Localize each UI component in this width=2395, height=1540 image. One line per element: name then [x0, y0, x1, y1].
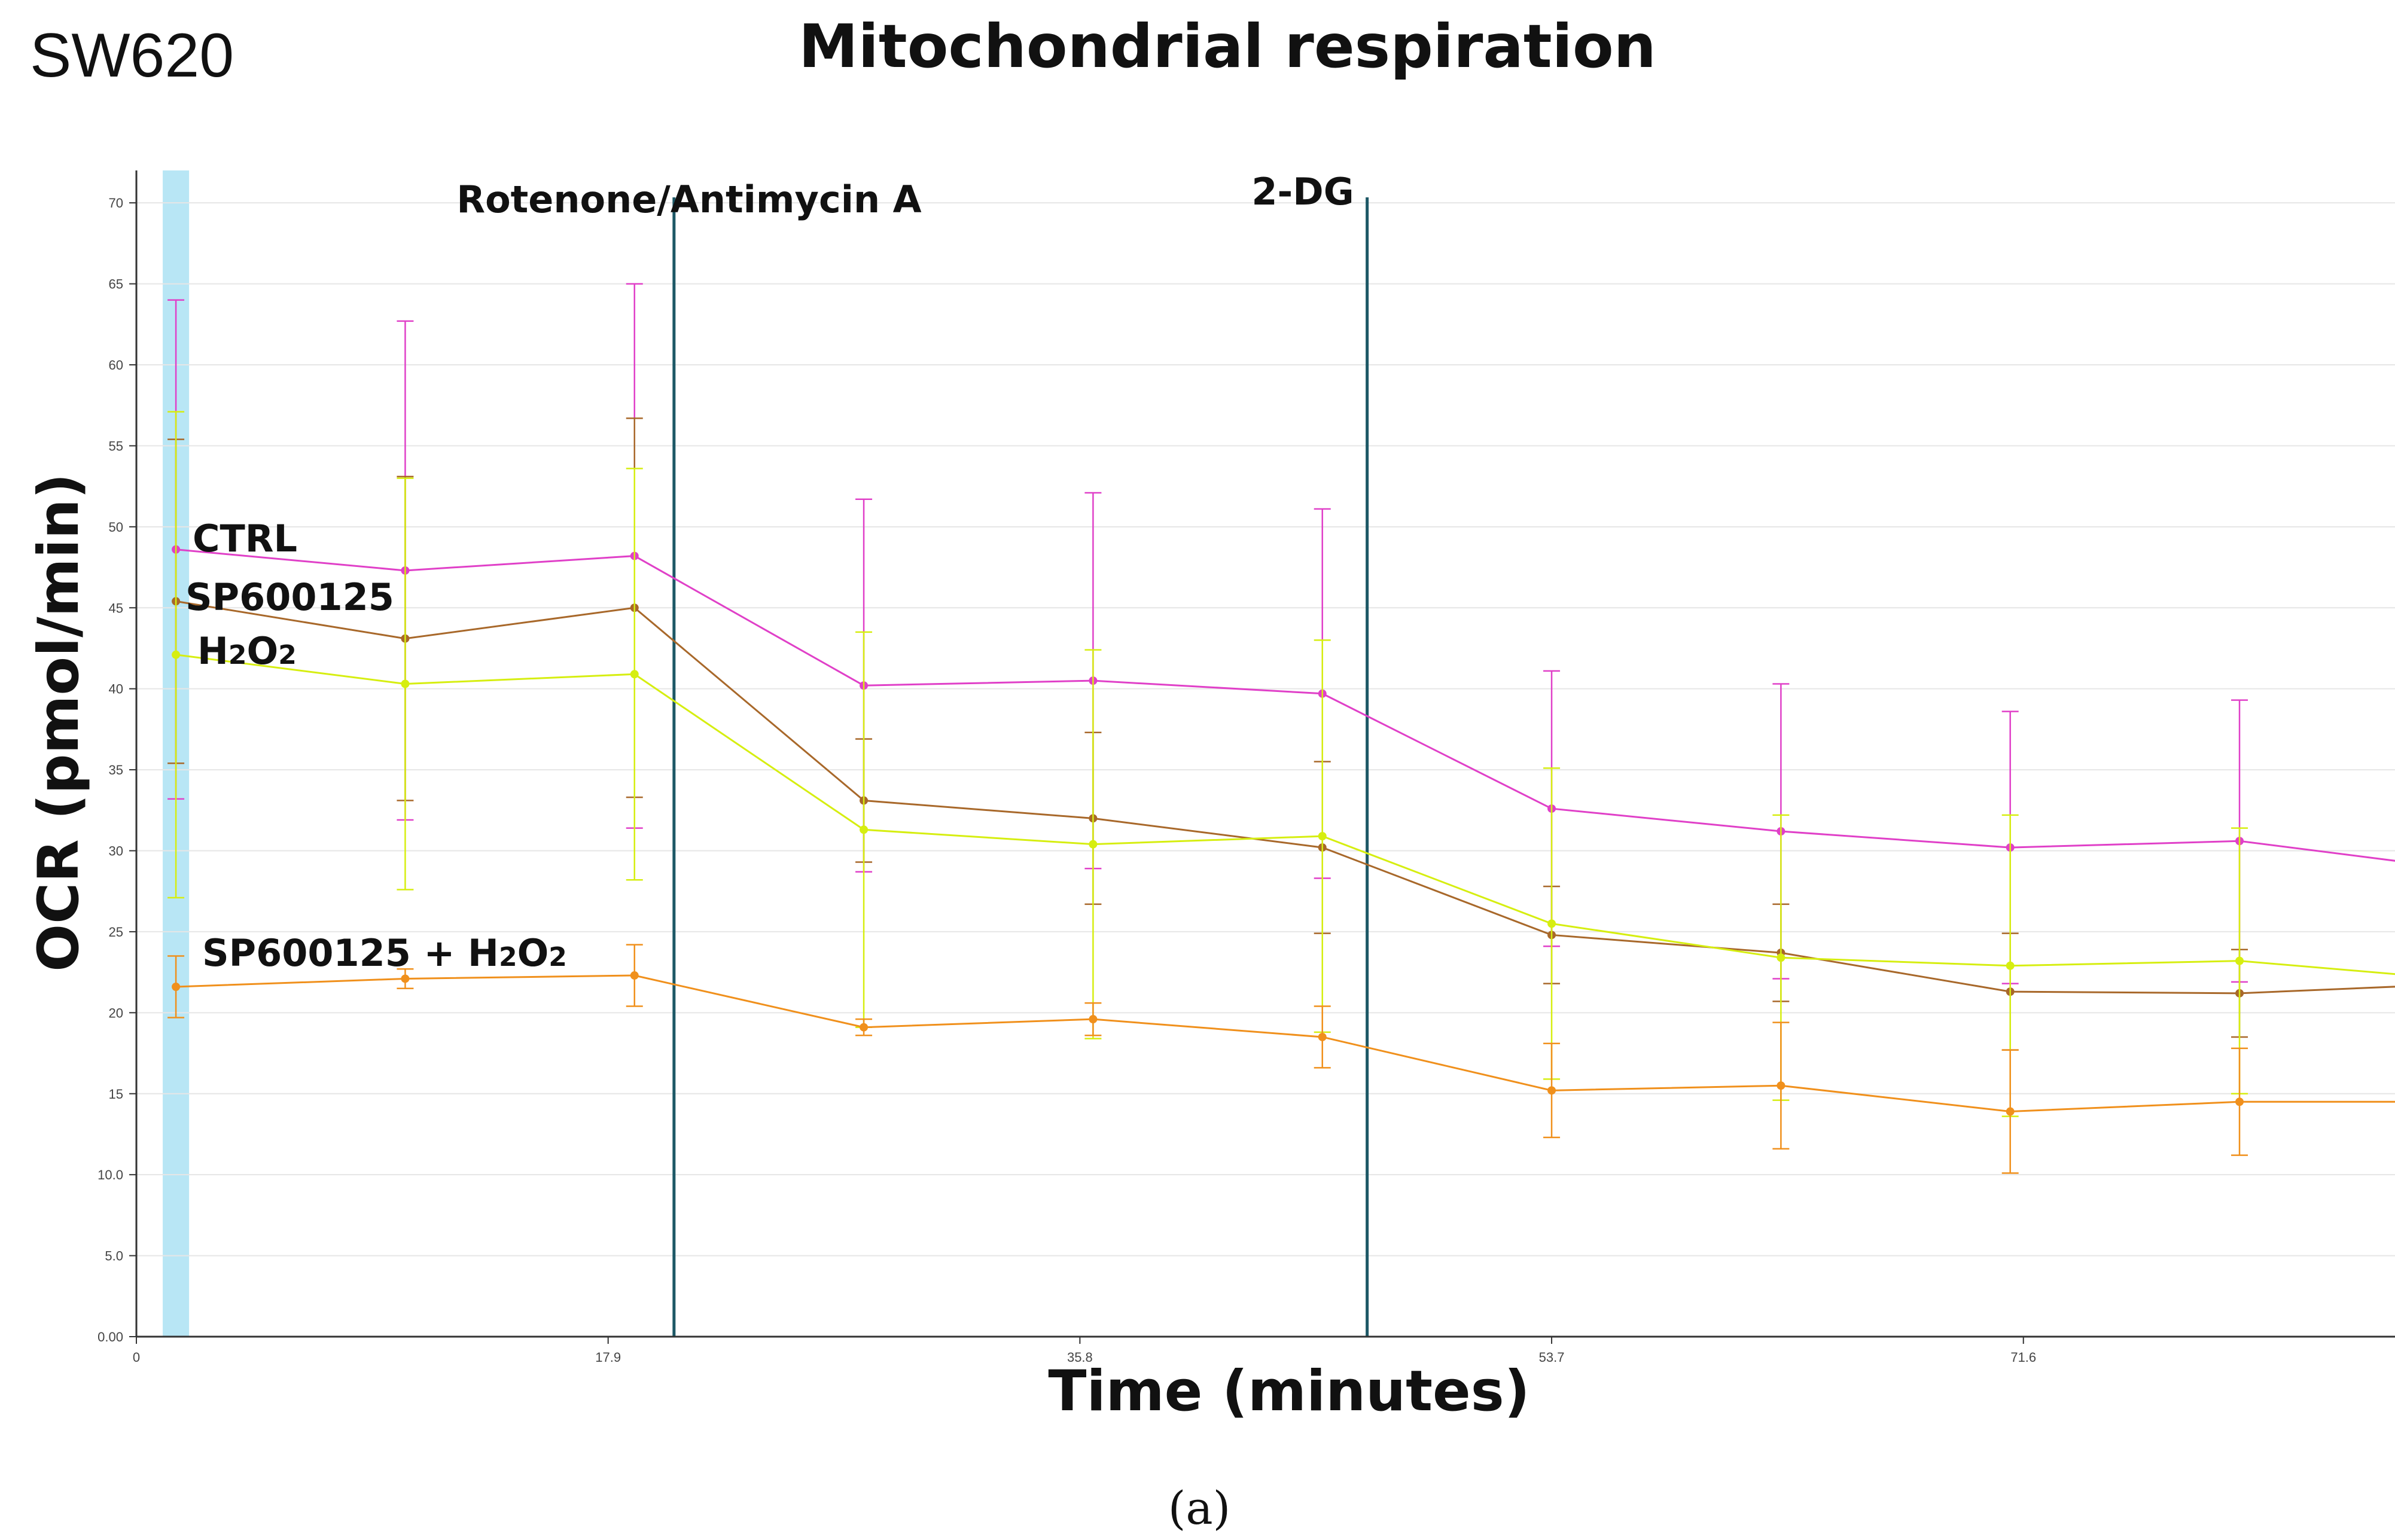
data-point: [630, 971, 639, 980]
series-label-sp600125-h2o2: SP600125 + H2O2: [202, 931, 567, 975]
y-ticks: 0.00 5.0 10.0 15 20 25 30 35 40 45 50 55 60 65 70: [97, 196, 136, 1344]
y-axis-label: OCR (pmol/min): [26, 473, 92, 971]
y-tick-label: 45: [109, 600, 123, 615]
y-tick-label: 70: [109, 196, 123, 211]
chart-title: Mitochondrial respiration: [799, 11, 1656, 81]
x-tick-label: 17.9: [595, 1350, 621, 1365]
injection-label-2dg: 2-DG: [1251, 170, 1354, 214]
x-tick-label: 0: [133, 1350, 140, 1365]
series-label-ctrl: CTRL: [193, 517, 297, 560]
data-point: [2006, 961, 2015, 970]
data-point: [1777, 953, 1785, 962]
data-point: [860, 825, 869, 834]
y-tick-label: 60: [109, 358, 123, 373]
x-tick-label: 71.6: [2010, 1350, 2036, 1365]
series-layer: [167, 283, 2395, 1174]
y-tick-label: 65: [109, 277, 123, 292]
y-tick-label: 50: [109, 520, 123, 535]
data-point: [172, 650, 181, 659]
data-point: [2235, 956, 2244, 965]
x-ticks: 0 17.9 35.8 53.7 71.6: [133, 1337, 2036, 1365]
data-point: [1089, 1015, 1098, 1024]
y-gridlines: [136, 202, 2395, 1257]
data-point: [2006, 1107, 2015, 1116]
data-point: [401, 679, 410, 688]
data-point: [1547, 919, 1556, 928]
series-label-h2o2-o: O: [247, 629, 279, 673]
y-tick-label: 20: [109, 1005, 123, 1020]
data-point: [401, 974, 410, 983]
series-label-combo-sub1: 2: [499, 942, 517, 972]
data-point: [2235, 1097, 2244, 1106]
data-point: [1318, 1032, 1327, 1041]
x-tick-label: 53.7: [1539, 1350, 1565, 1365]
y-tick-label: 10.0: [97, 1167, 123, 1182]
y-tick-label: 0.00: [97, 1329, 123, 1344]
data-point: [1318, 832, 1327, 841]
y-tick-label: 30: [109, 844, 123, 859]
data-point: [172, 983, 181, 991]
y-tick-label: 15: [109, 1087, 123, 1102]
injection-lines: [672, 197, 1369, 1337]
series-label-combo-main: SP600125 + H: [202, 931, 499, 975]
y-tick-label: 40: [109, 682, 123, 697]
series-label-h2o2-sub2: 2: [278, 640, 297, 670]
x-axis-label: Time (minutes): [1048, 1359, 1529, 1424]
y-tick-label: 55: [109, 438, 123, 453]
series-label-h2o2: H2O2: [197, 629, 297, 673]
data-point: [630, 670, 639, 679]
figure-caption: (a): [1168, 1481, 1231, 1535]
series-label-h2o2-sub1: 2: [228, 640, 247, 670]
x-tick-label: 35.8: [1067, 1350, 1093, 1365]
data-point: [860, 1023, 869, 1032]
series-label-h2o2-h: H: [197, 629, 228, 673]
y-tick-label: 35: [109, 763, 123, 777]
y-tick-label: 5.0: [105, 1249, 123, 1264]
data-point: [1777, 1081, 1785, 1090]
panel-label: SW620: [30, 21, 234, 90]
data-point: [1547, 1086, 1556, 1095]
y-tick-label: 25: [109, 925, 123, 940]
series-label-combo-o: O: [517, 931, 549, 975]
series-label-combo-sub2: 2: [549, 942, 567, 972]
data-point: [1089, 840, 1098, 849]
series-label-sp600125: SP600125: [185, 575, 394, 619]
injection-label-rotenone: Rotenone/Antimycin A: [456, 178, 921, 221]
series-sp600125-h2o2: [167, 944, 2395, 1174]
